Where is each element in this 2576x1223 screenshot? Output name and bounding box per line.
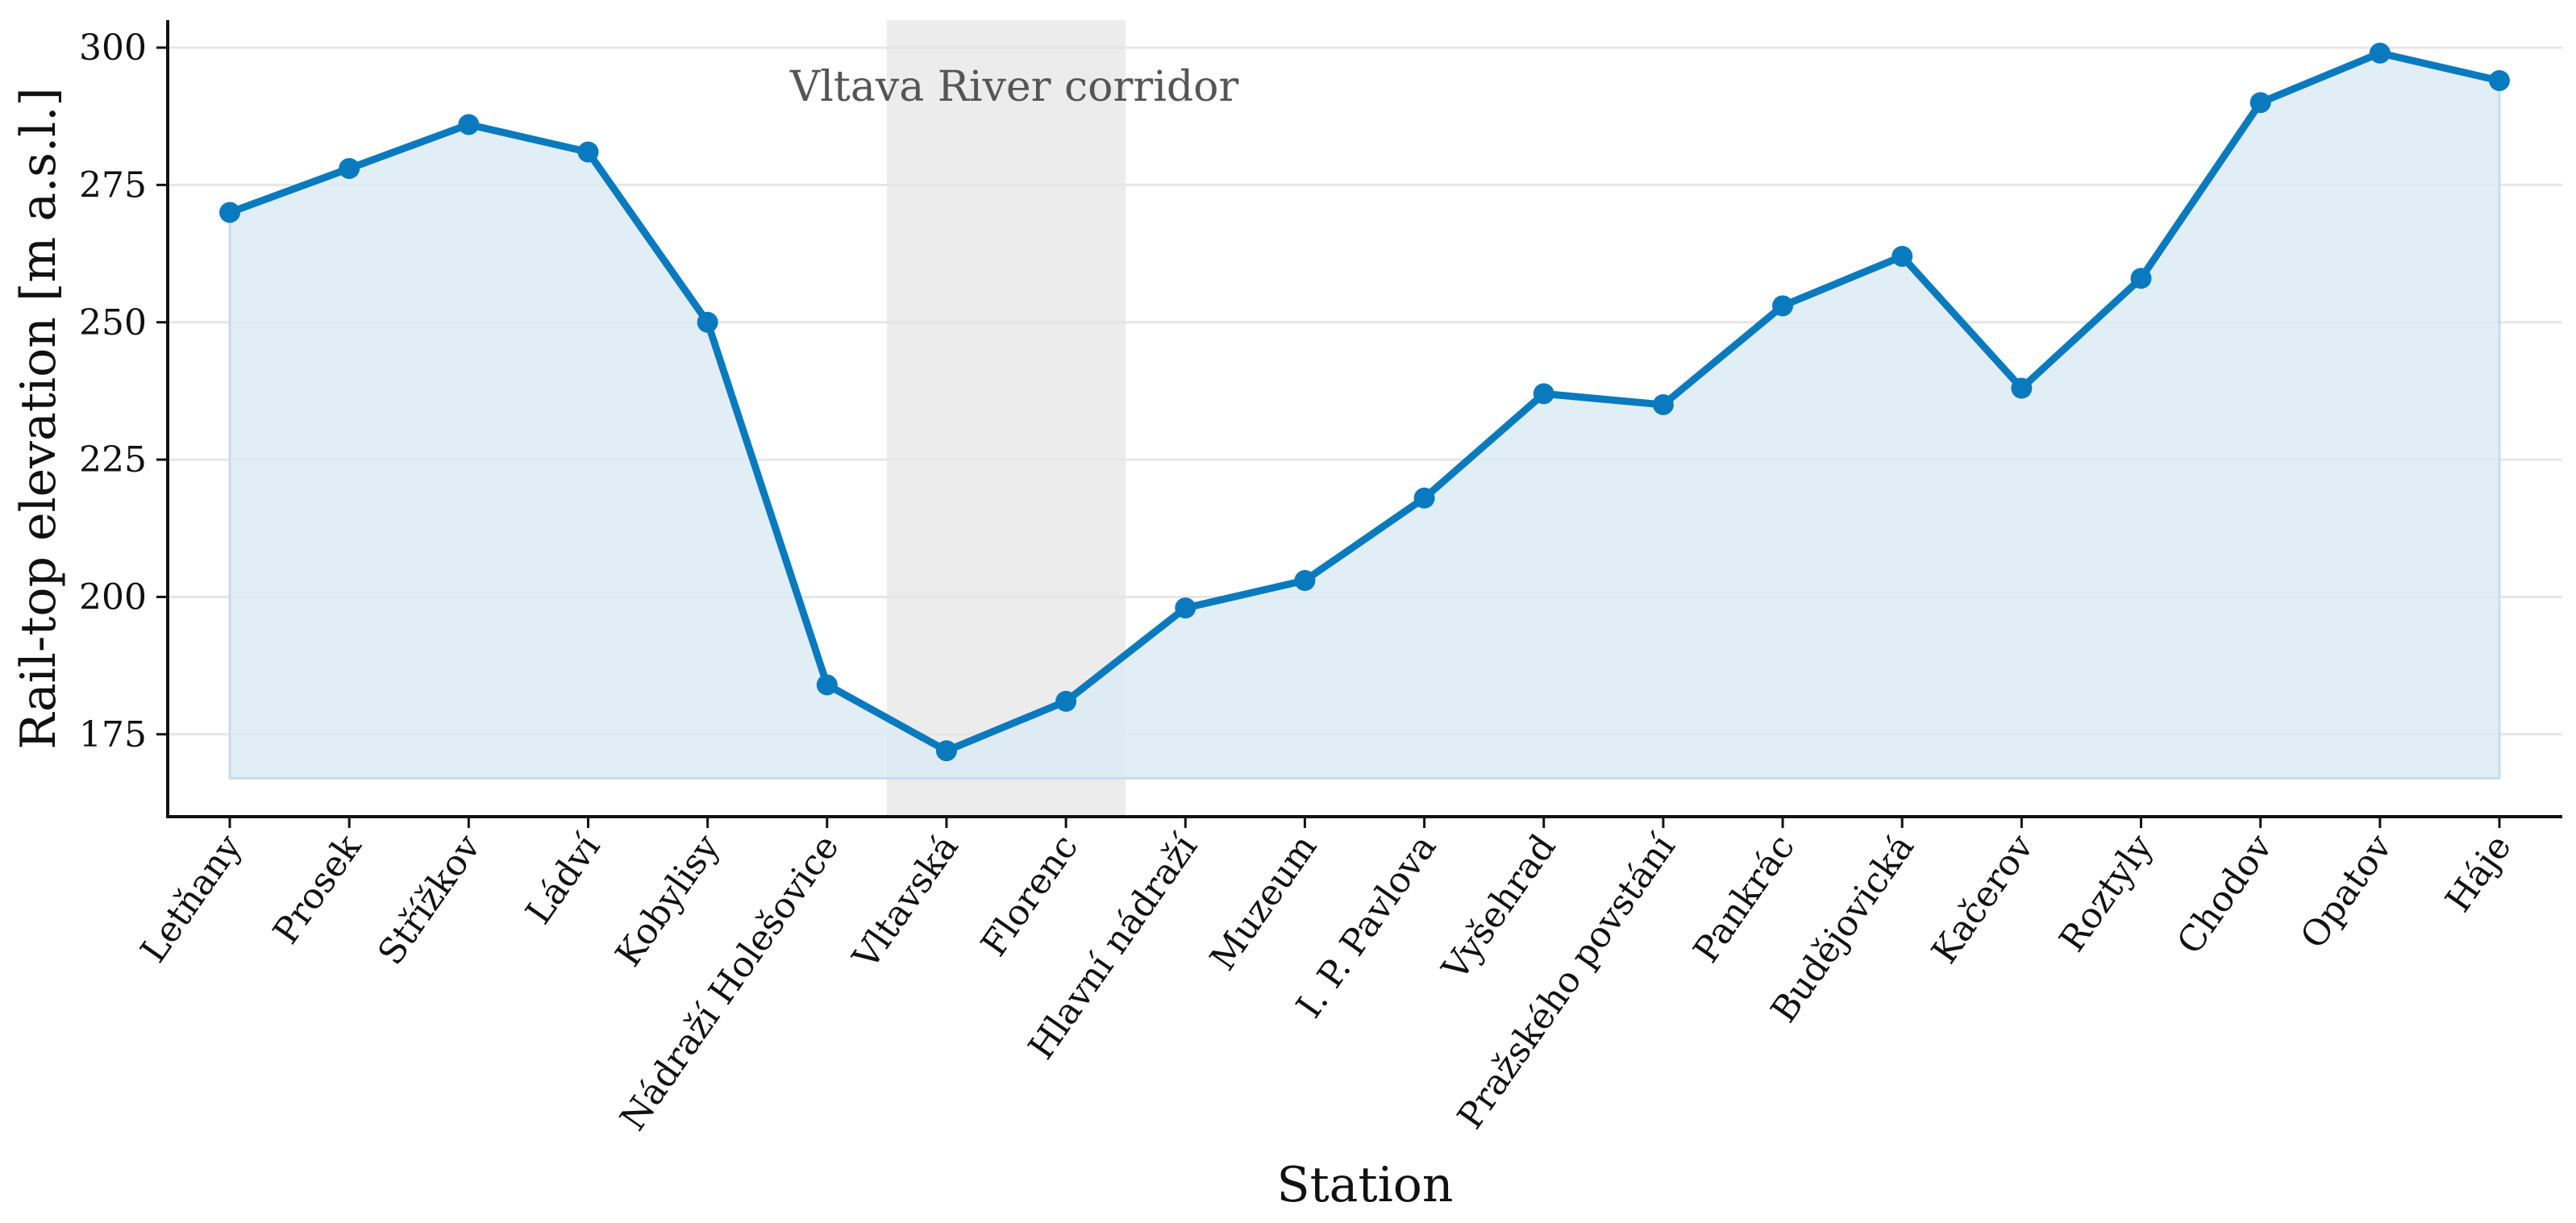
x-tick-label-vysehrad: Vyšehrad (1434, 827, 1564, 988)
elevation-area (228, 52, 2501, 780)
x-tick-label-vltavska: Vltavská (845, 827, 967, 977)
data-point-vysehrad (1533, 383, 1554, 405)
data-point-budejovicka (1891, 245, 1913, 267)
point-layer (219, 42, 2510, 762)
data-point-hlavni-nadrazi (1175, 597, 1196, 619)
x-tick-label-muzeum: Muzeum (1202, 827, 1325, 978)
data-point-ladvi (577, 141, 599, 163)
x-tick-label-strizkov: Střížkov (370, 827, 489, 972)
x-tick-label-ladvi: Ládví (518, 826, 609, 931)
axis-layer (166, 20, 2562, 828)
x-tick-label-chodov: Chodov (2170, 827, 2281, 962)
data-point-haje (2489, 69, 2510, 91)
x-axis-title: Station (1276, 1157, 1453, 1213)
x-tick-label-opatov: Opatov (2293, 827, 2400, 956)
data-point-muzeum (1294, 570, 1316, 592)
x-tick-label-prosek: Prosek (265, 827, 369, 951)
x-tick-label-letnany: Letňany (133, 827, 251, 970)
y-tick-label: 300 (79, 27, 147, 69)
data-point-chodov (2249, 92, 2271, 114)
y-tick-label: 275 (79, 164, 147, 206)
x-tick-label-kacerov: Kačerov (1924, 827, 2041, 971)
data-point-opatov (2369, 42, 2391, 64)
area-layer (228, 52, 2501, 780)
x-tick-label-haje: Háje (2437, 827, 2520, 920)
data-point-prazskeho-povstani (1652, 393, 1674, 415)
data-point-kacerov (2011, 377, 2033, 399)
x-tick-label-prazskeho-povstani: Pražského povstání (1450, 826, 1683, 1136)
line-layer (226, 49, 2503, 755)
data-point-nadrazi-holesovice (816, 674, 838, 696)
data-point-roztyly (2130, 268, 2152, 289)
y-tick-label: 225 (79, 439, 147, 480)
data-point-i-p-pavlova (1413, 487, 1435, 509)
x-tick-label-nadrazi-holesovice: Nádraží Holešovice (612, 827, 847, 1138)
y-tick-label: 175 (79, 714, 147, 755)
x-tick-label-florenc: Florenc (973, 827, 1086, 963)
vltava-band-label: Vltava River corridor (789, 63, 1239, 111)
data-point-florenc (1055, 690, 1077, 712)
elevation-line (226, 49, 2503, 755)
x-tick-label-kobylisy: Kobylisy (608, 827, 728, 974)
data-point-prosek (339, 157, 360, 179)
y-tick-label: 250 (79, 302, 147, 343)
data-point-kobylisy (697, 311, 718, 333)
data-point-letnany (219, 202, 240, 223)
data-point-strizkov (458, 114, 480, 135)
data-point-vltavska (935, 740, 957, 762)
data-point-pankrac (1772, 295, 1794, 317)
x-tick-label-roztyly: Roztyly (2052, 827, 2162, 959)
y-tick-label: 200 (79, 576, 147, 618)
x-tick-label-pankrac: Pankrác (1686, 827, 1803, 970)
y-axis-title: Rail-top elevation [m a.s.l.] (10, 87, 67, 749)
